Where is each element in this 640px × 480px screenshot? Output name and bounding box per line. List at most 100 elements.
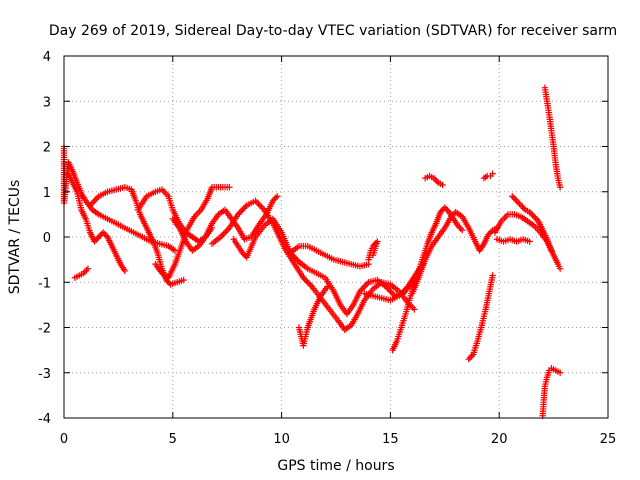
data-point-marker (301, 276, 309, 283)
data-point-marker (556, 369, 564, 376)
data-point-marker (303, 277, 310, 284)
series-track-w (539, 365, 564, 419)
data-point-marker (252, 197, 259, 204)
data-point-marker (92, 196, 100, 203)
data-point-marker (217, 233, 224, 241)
data-point-marker (223, 227, 230, 235)
data-point-marker (224, 226, 232, 233)
data-point-marker (226, 184, 233, 191)
data-point-marker (269, 197, 277, 204)
data-point-marker (290, 252, 297, 260)
data-point-marker (430, 174, 438, 182)
data-point-marker (443, 205, 450, 213)
data-point-marker (291, 254, 298, 261)
x-tick-label: 20 (491, 432, 508, 447)
y-tick-label: 4 (43, 50, 51, 65)
data-point-marker (532, 214, 539, 222)
data-point-marker (517, 202, 525, 209)
data-point-marker (242, 203, 249, 211)
data-point-marker (234, 211, 242, 218)
data-point-marker (489, 272, 496, 279)
data-point-marker (240, 205, 248, 212)
data-point-marker (94, 235, 101, 242)
data-point-marker (488, 228, 495, 235)
data-point-marker (526, 208, 533, 216)
series-track-v (541, 84, 564, 191)
series-track-j (295, 283, 331, 349)
x-tick-label: 25 (600, 432, 617, 447)
data-point-marker (527, 210, 535, 217)
data-point-marker (240, 251, 248, 258)
data-point-marker (390, 291, 397, 298)
series-track-q (480, 170, 496, 182)
data-point-marker (272, 194, 279, 201)
data-point-marker (218, 232, 226, 239)
data-point-marker (294, 257, 301, 264)
data-point-marker (401, 286, 409, 293)
data-point-marker (433, 177, 441, 185)
data-point-marker (220, 230, 227, 238)
y-axis-title: SDTVAR / TECUs (7, 180, 23, 295)
data-point-marker (236, 209, 243, 217)
data-point-marker (165, 279, 173, 287)
data-point-marker (456, 223, 463, 231)
series-track-f (152, 184, 233, 281)
axis-ticks: 0 5 10 15 20 25 -4 -3 -2 -1 0 1 2 3 4 (38, 50, 616, 447)
series-track-n (389, 204, 466, 354)
data-point-marker (397, 291, 404, 298)
data-point-marker (359, 285, 367, 292)
data-point-marker (432, 176, 439, 183)
data-point-marker (510, 194, 517, 201)
data-point-marker (556, 265, 564, 272)
series-track-c (71, 265, 92, 281)
data-point-marker (256, 202, 264, 209)
data-markers (60, 84, 564, 419)
data-point-marker (237, 208, 245, 215)
data-point-marker (449, 211, 456, 219)
data-point-marker (438, 207, 446, 214)
series-track-p (422, 172, 446, 189)
series-track-o (408, 208, 501, 297)
data-point-marker (382, 283, 390, 290)
series-track-k (287, 242, 372, 270)
data-point-marker (485, 231, 492, 238)
x-tick-label: 10 (273, 432, 290, 447)
chart-title: Day 269 of 2019, Sidereal Day-to-day VTE… (49, 23, 617, 39)
series-track-d (86, 184, 187, 288)
data-point-marker (465, 355, 472, 363)
data-point-marker (395, 292, 403, 300)
y-tick-label: 3 (43, 95, 51, 110)
data-point-marker (514, 199, 522, 206)
series-track-b (65, 170, 129, 275)
data-point-marker (80, 270, 87, 277)
data-point-marker (91, 238, 98, 245)
data-point-marker (274, 193, 281, 200)
data-point-marker (398, 289, 406, 297)
data-point-marker (369, 251, 377, 259)
data-point-marker (304, 279, 311, 286)
data-point-marker (259, 205, 266, 212)
series-track-r (465, 272, 496, 363)
data-point-marker (489, 170, 496, 177)
data-point-marker (258, 203, 265, 211)
data-point-marker (92, 236, 100, 244)
series-track-i (230, 215, 425, 318)
y-tick-label: -3 (38, 367, 51, 382)
y-tick-label: 0 (43, 231, 51, 246)
data-point-marker (81, 268, 89, 275)
data-point-marker (468, 352, 475, 360)
data-point-marker (466, 354, 474, 361)
data-point-marker (513, 197, 520, 204)
data-point-marker (239, 249, 246, 257)
data-point-marker (88, 200, 95, 208)
data-point-marker (102, 232, 110, 239)
data-point-marker (448, 213, 455, 220)
data-point-marker (533, 216, 541, 223)
series-track-u (509, 193, 555, 254)
data-point-marker (221, 229, 229, 236)
data-point-marker (307, 282, 314, 289)
data-point-marker (94, 194, 101, 201)
data-point-marker (83, 266, 90, 274)
